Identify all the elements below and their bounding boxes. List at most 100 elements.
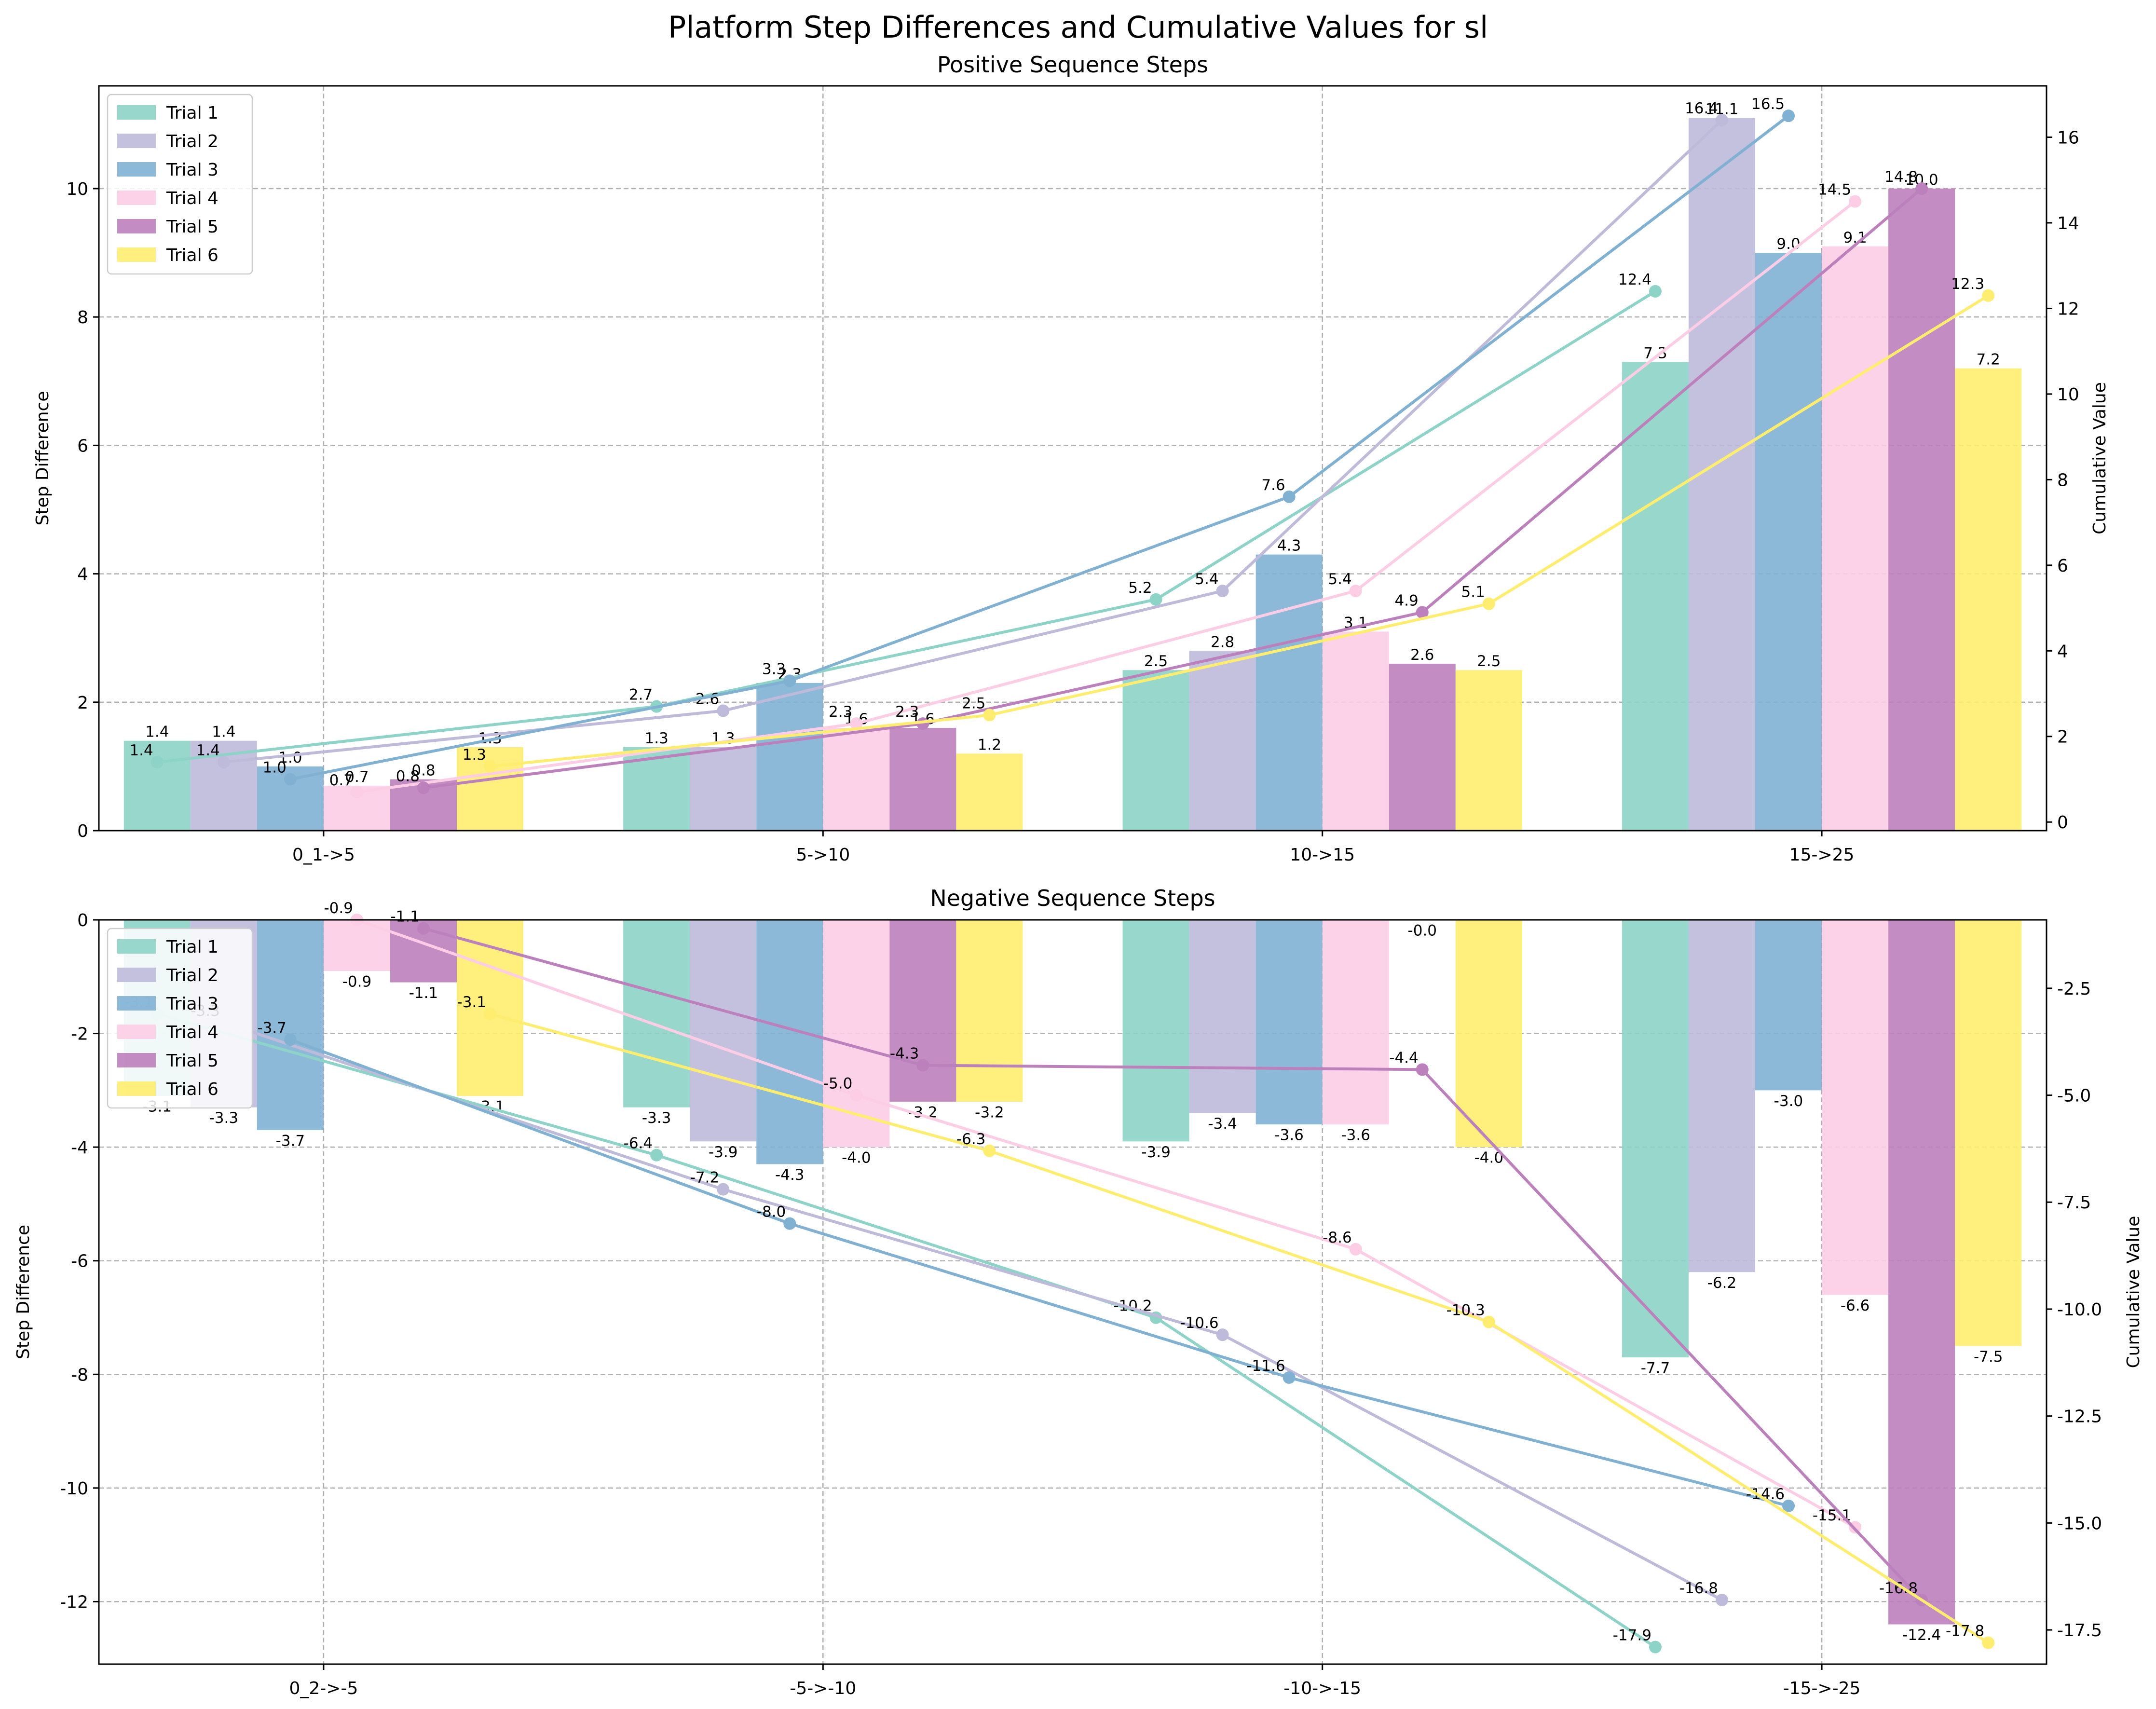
cumulative-point	[484, 760, 497, 773]
cumulative-value-label: 2.7	[629, 686, 653, 704]
legend-swatch-trial-4	[117, 1025, 156, 1039]
cumulative-point	[717, 704, 730, 717]
negative-steps-panel: -3.1 -3.3 -3.9 -7.7 -3.3 -3.9 -3.4 -6.2 -3.7 -4.3…	[14, 885, 2143, 1698]
y-tick-label: -12	[60, 1592, 88, 1612]
cumulative-value-label: 5.4	[1328, 571, 1351, 588]
x-tick-label-5-10: 5->10	[796, 845, 850, 865]
y2-tick-label: -10.0	[2057, 1300, 2102, 1320]
bar-trial-5-15-25	[1888, 188, 1955, 831]
y2-tick-label: 8	[2057, 470, 2068, 490]
panel-title: Positive Sequence Steps	[937, 52, 1208, 78]
cumulative-value-label: -8.0	[757, 1203, 786, 1221]
bar-trial-1-10-15	[1122, 670, 1189, 831]
cumulative-value-label: -10.3	[1446, 1302, 1485, 1319]
legend-swatch-trial-3	[117, 162, 156, 177]
cumulative-line-trial-6	[490, 294, 1989, 768]
y2-axis-label: Cumulative Value	[2124, 1216, 2143, 1368]
cumulative-point	[983, 709, 996, 722]
cumulative-point	[417, 781, 430, 794]
y2-tick-label: -2.5	[2057, 979, 2091, 999]
cumulative-value-label: 14.8	[1884, 168, 1918, 186]
bar-value-label: -3.3	[209, 1109, 239, 1127]
bar-value-label: -1.1	[409, 984, 438, 1002]
y2-tick-label: 14	[2057, 214, 2079, 233]
bar-value-label: 2.6	[1410, 646, 1434, 664]
panel-title: Negative Sequence Steps	[930, 885, 1215, 911]
y-tick-label: -10	[60, 1479, 88, 1499]
cumulative-value-label: -6.3	[956, 1131, 986, 1148]
cumulative-point	[1782, 1499, 1795, 1512]
cumulative-value-label: 1.3	[463, 746, 486, 764]
bar-value-label: -0.0	[1408, 922, 1437, 940]
legend-label-trial-6: Trial 6	[166, 246, 218, 265]
cumulative-point	[1216, 585, 1229, 598]
bar-value-label: 4.3	[1277, 537, 1301, 555]
y2-tick-label: 16	[2057, 128, 2079, 148]
y2-tick-label: 6	[2057, 556, 2068, 576]
bar-value-label: 1.4	[212, 724, 235, 741]
cumulative-point	[217, 756, 230, 769]
cumulative-point	[1849, 195, 1862, 208]
bar-value-label: -6.2	[1707, 1274, 1737, 1292]
legend-swatch-trial-6	[117, 1081, 156, 1096]
bar-trial-6-5-10	[956, 753, 1023, 831]
bar-trial-4-5-10	[823, 728, 890, 831]
bar-trial-2-5-10	[690, 920, 757, 1142]
bar-trial-4-15-25	[1822, 920, 1889, 1295]
cumulative-line-trial-4	[356, 918, 1856, 1529]
cumulative-point	[1649, 1641, 1662, 1654]
x-tick-label-10-15: 10->15	[1290, 845, 1355, 865]
bar-value-label: -3.0	[1774, 1093, 1803, 1110]
bar-value-label: -3.9	[709, 1144, 738, 1161]
legend-swatch-trial-2	[117, 134, 156, 148]
bar-value-label: -3.7	[276, 1132, 305, 1149]
legend: Trial 1 Trial 2 Trial 3 Trial 4 Trial 5 Trial…	[107, 94, 253, 275]
bar-value-label: -3.6	[1341, 1127, 1370, 1144]
cumulative-line-trial-1	[157, 290, 1656, 764]
cumulative-point	[850, 717, 863, 730]
cumulative-line-trial-5	[423, 927, 1923, 1601]
bar-value-label: 7.3	[1643, 344, 1667, 362]
legend-swatch-trial-3	[117, 996, 156, 1011]
cumulative-value-label: -8.6	[1323, 1229, 1352, 1246]
y2-tick-label: -15.0	[2057, 1514, 2102, 1533]
bar-trial-6-5-10	[956, 920, 1023, 1102]
cumulative-point	[783, 674, 796, 687]
cumulative-value-label: 1.4	[196, 742, 220, 759]
bar-trial-3-15-25	[1755, 920, 1822, 1091]
cumulative-point	[1283, 490, 1296, 503]
legend-swatch-trial-4	[117, 191, 156, 205]
bar-value-label: -4.3	[775, 1166, 805, 1184]
bar-trial-3-10-15	[1255, 554, 1323, 831]
cumulative-value-label: 7.6	[1261, 477, 1285, 494]
cumulative-point	[1649, 285, 1662, 298]
bar-value-label: -3.3	[642, 1109, 671, 1127]
cumulative-point	[1982, 1636, 1995, 1649]
x-tick-label-0-1-5: 0_1->5	[292, 845, 355, 865]
legend-label-trial-2: Trial 2	[166, 966, 218, 985]
cumulative-value-label: 5.1	[1461, 584, 1485, 601]
legend-label-trial-3: Trial 3	[166, 994, 218, 1014]
cumulative-value-label: 1.0	[263, 759, 287, 777]
cumulative-point	[1349, 585, 1362, 598]
cumulative-point	[1416, 606, 1429, 619]
y2-tick-label: 10	[2057, 385, 2079, 405]
cumulative-point	[1216, 1328, 1229, 1341]
cumulative-line-trial-3	[290, 114, 1789, 781]
legend-swatch-trial-5	[117, 1053, 156, 1067]
cumulative-value-label: -0.9	[324, 900, 353, 917]
cumulative-point	[916, 1059, 929, 1072]
bar-trial-5-15-25	[1888, 920, 1955, 1625]
bar-value-label: 1.0	[278, 749, 302, 766]
bar-trial-3-5-10	[756, 683, 823, 831]
bar-trial-5-5-10	[889, 920, 956, 1102]
cumulative-value-label: 0.8	[396, 767, 420, 785]
cumulative-value-label: -11.6	[1246, 1357, 1285, 1375]
cumulative-point	[717, 1183, 730, 1196]
bar-value-label: 2.8	[1211, 633, 1234, 651]
bar-trial-3-15-25	[1755, 253, 1822, 831]
cumulative-value-label: -7.2	[690, 1169, 720, 1187]
bar-trial-2-10-15	[1189, 651, 1256, 831]
bar-value-label: 0.8	[411, 762, 435, 779]
